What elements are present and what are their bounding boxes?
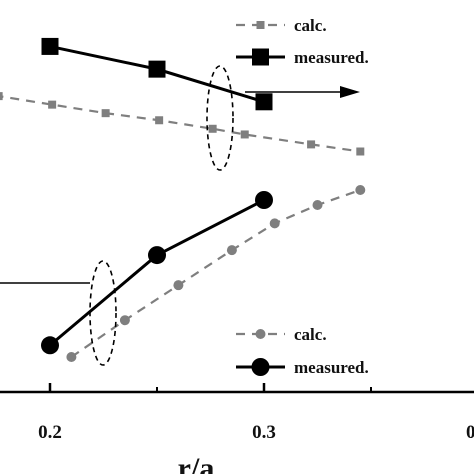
lower-data-point xyxy=(119,315,130,326)
upper-legend-entry: calc. xyxy=(236,16,327,35)
upper-data-point xyxy=(155,116,164,125)
lower-data-point xyxy=(66,351,77,362)
upper-legend-label: measured. xyxy=(294,48,369,67)
upper-data-point xyxy=(208,124,217,133)
upper-legend-marker xyxy=(256,21,265,29)
plot-area xyxy=(0,37,366,366)
lower-series-calc xyxy=(66,184,366,362)
lower-legend-label: measured. xyxy=(294,358,369,377)
upper-arrow-head xyxy=(340,86,360,98)
upper-data-point xyxy=(48,100,57,109)
legend: calc. measured. calc. measured. xyxy=(236,16,369,377)
lower-data-point xyxy=(148,246,166,265)
lower-legend-marker xyxy=(255,329,266,339)
lower-data-point xyxy=(269,218,280,229)
upper-legend-entry: measured. xyxy=(236,48,369,67)
x-tick-label-partial: 0 xyxy=(466,422,474,443)
upper-data-point xyxy=(148,60,166,78)
upper-series-line xyxy=(0,95,361,153)
lower-legend-entry: calc. xyxy=(236,325,327,344)
lower-legend-marker xyxy=(251,358,270,376)
x-tick-label: 0.3 xyxy=(252,422,276,443)
lower-legend-entry: measured. xyxy=(236,358,369,377)
lower-legend-label: calc. xyxy=(294,325,327,344)
upper-legend-marker xyxy=(252,48,269,66)
upper-series-calc xyxy=(0,92,365,156)
upper-group-ellipse xyxy=(206,65,234,171)
upper-data-point xyxy=(0,92,3,101)
upper-data-point xyxy=(255,93,273,111)
upper-data-point xyxy=(41,37,59,55)
upper-data-point xyxy=(356,147,365,156)
x-tick-label: 0.2 xyxy=(38,422,62,443)
lower-data-point xyxy=(255,191,273,209)
lower-series-line xyxy=(49,198,265,347)
lower-data-point xyxy=(226,245,237,256)
upper-data-point xyxy=(307,140,316,149)
lower-data-point xyxy=(355,184,366,195)
upper-series-measured xyxy=(41,37,273,111)
lower-data-point xyxy=(41,336,59,355)
lower-data-point xyxy=(173,280,184,291)
lower-group-ellipse xyxy=(89,260,117,366)
lower-data-point xyxy=(312,200,323,211)
upper-legend-label: calc. xyxy=(294,16,327,35)
lower-series-measured xyxy=(41,191,273,355)
upper-data-point xyxy=(101,109,110,118)
x-axis-title: r/a xyxy=(178,452,215,474)
upper-data-point xyxy=(240,130,249,139)
x-axis: 0.2 0.3 0 r/a xyxy=(0,383,474,474)
